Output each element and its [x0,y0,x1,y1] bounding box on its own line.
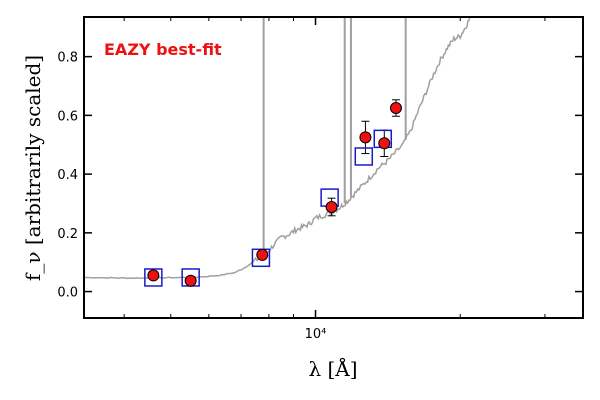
model-photometry-points [144,129,393,287]
observed-point [389,102,402,115]
y-axis-label: f_ν [arbitrarily scaled] [21,55,45,281]
y-tick-label: 0.8 [57,51,78,66]
template-sed-line [84,17,472,280]
observed-photometry-points [147,102,402,287]
x-axis-label: λ [Å] [308,356,357,381]
y-tick-label: 0.2 [57,227,78,242]
observed-point [378,137,391,150]
observed-point [359,131,372,144]
model-point [354,147,374,166]
annotation-label: EAZY best-fit [104,40,222,59]
error-bars [149,99,400,285]
x-tick-label: 10⁴ [305,327,327,342]
plot-frame [83,16,584,319]
axis-ticks: 0.0 0.2 0.4 0.6 0.8 10⁴ [57,17,583,342]
observed-point [256,248,269,261]
y-tick-label: 0.0 [57,286,78,301]
observed-point [325,200,338,213]
observed-point [184,274,197,287]
y-tick-label: 0.6 [57,109,78,124]
y-tick-label: 0.4 [57,168,78,183]
template-sed-layer [84,17,472,280]
observed-point [147,269,160,282]
model-point [144,268,163,287]
